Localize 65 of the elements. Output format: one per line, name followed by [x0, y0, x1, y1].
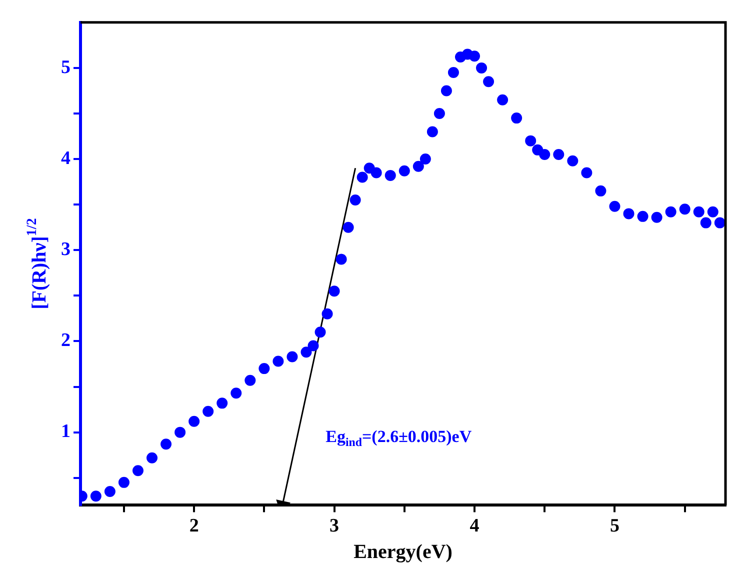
y-axis-title: [F(R)hν]1/2 [25, 218, 51, 310]
point [651, 212, 662, 223]
point [581, 167, 592, 178]
point [370, 167, 382, 178]
point [483, 76, 494, 88]
point [160, 438, 172, 450]
point [567, 155, 578, 166]
point [230, 388, 242, 399]
point [679, 204, 690, 215]
point [104, 486, 116, 498]
x-tick-label: 3 [330, 516, 340, 537]
point [286, 351, 298, 362]
point [665, 206, 676, 218]
y-tick-label: 3 [61, 239, 70, 260]
point [244, 374, 256, 386]
point [202, 406, 214, 417]
point [356, 172, 368, 183]
point [342, 222, 354, 233]
x-tick-label: 4 [470, 516, 480, 537]
y-tick-label: 2 [61, 330, 70, 352]
point [553, 148, 564, 160]
x-tick-label: 5 [610, 516, 620, 537]
point [384, 170, 396, 181]
x-tick-label: 2 [189, 516, 199, 537]
point [707, 206, 718, 218]
point [623, 208, 634, 220]
point [272, 356, 284, 367]
point [308, 340, 319, 352]
x-axis-title: Energy(eV) [354, 541, 452, 564]
point [118, 476, 130, 488]
y-tick-label: 1 [61, 421, 70, 442]
point [609, 200, 620, 212]
point [174, 426, 186, 438]
point [314, 326, 326, 338]
point [511, 112, 522, 124]
point [448, 67, 459, 78]
point [714, 217, 726, 228]
point [328, 286, 340, 297]
point [440, 85, 452, 96]
point [300, 346, 312, 358]
point [398, 165, 410, 176]
point [476, 62, 488, 74]
point [216, 398, 228, 409]
point [539, 148, 550, 160]
point [525, 135, 536, 146]
point [420, 154, 431, 165]
point [469, 50, 480, 62]
point [700, 217, 712, 228]
point [426, 126, 438, 138]
y-tick-label: 4 [61, 148, 71, 169]
point [350, 194, 361, 206]
point [336, 254, 347, 265]
point [412, 160, 424, 172]
y-tick-label: 5 [61, 56, 70, 78]
point [258, 363, 270, 374]
point [595, 185, 606, 196]
point [146, 452, 158, 464]
point [637, 210, 648, 222]
point [497, 94, 508, 106]
point [434, 108, 445, 119]
point [322, 308, 333, 320]
point [90, 490, 102, 502]
point [132, 465, 144, 476]
point [693, 206, 704, 218]
point [188, 416, 200, 427]
